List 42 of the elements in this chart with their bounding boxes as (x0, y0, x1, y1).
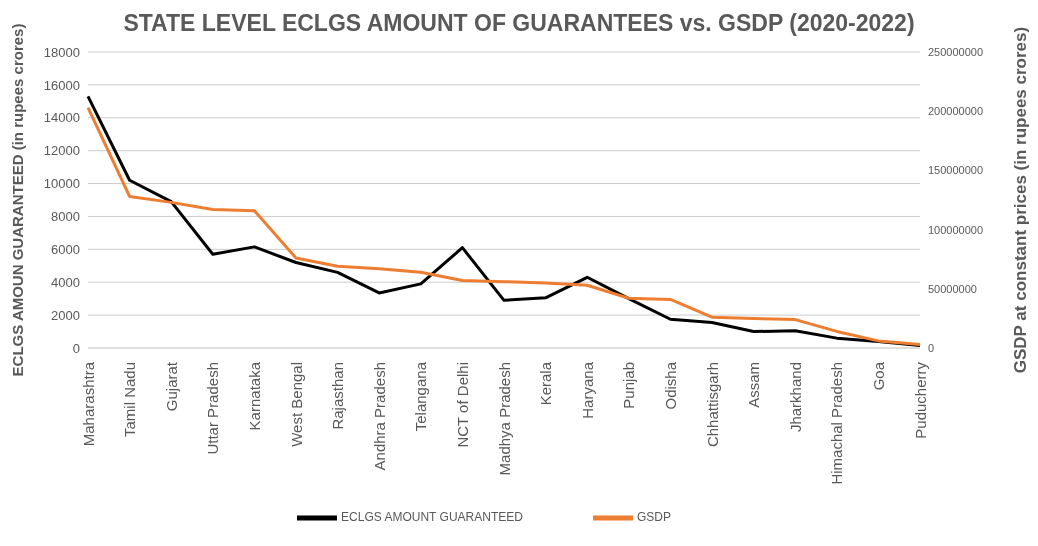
y-tick-label: 4000 (51, 274, 80, 290)
y2-tick-label: 250000000 (928, 45, 984, 58)
y2-tick-label: 0 (928, 341, 935, 354)
x-tick-label: Haryana (578, 361, 596, 419)
legend-label: GSDP (636, 510, 671, 525)
y-tick-label: 8000 (51, 209, 80, 225)
y-tick-label: 2000 (51, 307, 80, 323)
x-tick-label: Kerala (537, 361, 555, 406)
y-tick-label: 0 (72, 340, 80, 356)
y2-tick-label: 100000000 (928, 223, 984, 236)
x-tick-label: Punjab (620, 362, 638, 409)
x-tick-label: Himachal Pradesh (828, 362, 846, 485)
x-tick-label: Rajasthan (329, 362, 347, 430)
x-tick-label: NCT of Delhi (453, 362, 471, 448)
y2-tick-label: 200000000 (928, 105, 984, 118)
y-tick-label: 12000 (43, 143, 80, 159)
x-tick-label: Gujarat (162, 361, 180, 412)
x-tick-label: Telangana (412, 361, 430, 432)
y-axis-title: ECLGS AMOUN GUARANTEED (in rupees crores) (9, 23, 27, 377)
y2-axis-title: GSDP at constant prices (in rupees crores) (1011, 26, 1031, 374)
y-tick-label: 18000 (43, 44, 80, 60)
x-tick-label: Jharkhand (786, 362, 804, 433)
x-tick-label: Chhattisgarh (703, 362, 721, 448)
x-tick-label: Tamil Nadu (121, 362, 139, 438)
chart-title: STATE LEVEL ECLGS AMOUNT OF GUARANTEES vs. GSDP (2020-2022) (123, 10, 915, 36)
x-tick-label: Maharashtra (79, 361, 97, 447)
y2-tick-label: 150000000 (928, 164, 984, 177)
y-tick-label: 10000 (43, 176, 80, 192)
x-tick-label: Andhra Pradesh (370, 362, 388, 471)
x-tick-label: Goa (869, 361, 887, 391)
y2-tick-label: 50000000 (928, 282, 977, 295)
y-tick-label: 6000 (51, 241, 80, 257)
x-tick-label: Odisha (661, 361, 679, 410)
y-tick-label: 16000 (43, 77, 80, 93)
x-tick-label: Uttar Pradesh (204, 362, 222, 455)
x-tick-label: Puducherry (911, 361, 929, 439)
y-tick-label: 14000 (43, 110, 80, 126)
x-tick-label: Madhya Pradesh (495, 362, 513, 476)
legend-label: ECLGS AMOUNT GUARANTEED (341, 510, 523, 525)
x-tick-label: Karnataka (245, 361, 263, 431)
x-tick-label: Assam (745, 362, 763, 408)
x-tick-label: West Bengal (287, 362, 305, 447)
